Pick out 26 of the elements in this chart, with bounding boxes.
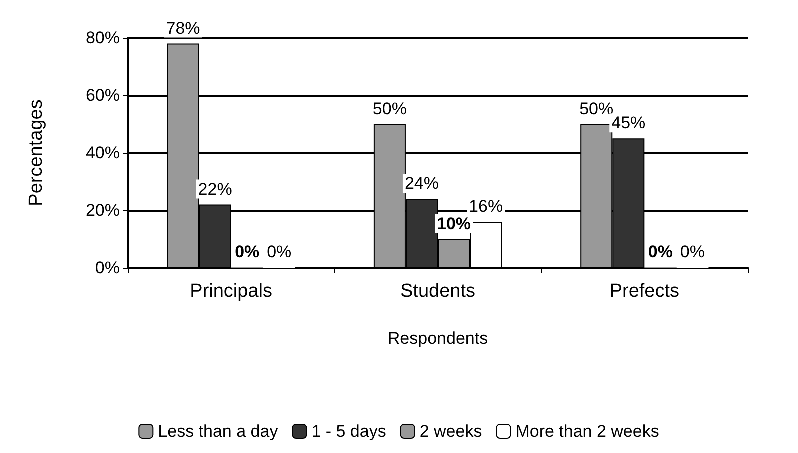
legend-label: 1 - 5 days	[312, 422, 386, 441]
x-tick-label: Students	[400, 281, 476, 302]
data-label: 22%	[198, 180, 232, 199]
data-label: 78%	[166, 18, 200, 38]
legend-label: More than 2 weeks	[516, 422, 660, 441]
y-tick-label: 40%	[86, 144, 120, 162]
data-label: 50%	[372, 99, 407, 118]
data-label: 16%	[469, 197, 504, 216]
x-axis-title: Respondents	[388, 329, 488, 348]
data-label: 10%	[437, 214, 472, 234]
legend-label: Less than a day	[158, 422, 279, 441]
data-label: 50%	[580, 99, 614, 118]
y-tick-label: 60%	[86, 86, 120, 105]
y-axis-title: Percentages	[26, 100, 47, 206]
data-label: 0%	[680, 242, 706, 262]
y-tick-label: 20%	[86, 201, 120, 220]
legend-label: 2 weeks	[420, 422, 482, 441]
x-tick-label: Principals	[190, 281, 273, 302]
x-tick-label: Prefects	[610, 281, 680, 302]
data-label: 0%	[648, 242, 673, 262]
data-label: 0%	[235, 242, 260, 262]
y-tick-label: 0%	[95, 258, 120, 278]
data-label: 24%	[404, 174, 439, 193]
y-tick-label: 80%	[86, 28, 120, 48]
data-label: 45%	[612, 114, 646, 133]
data-label: 0%	[267, 242, 292, 262]
